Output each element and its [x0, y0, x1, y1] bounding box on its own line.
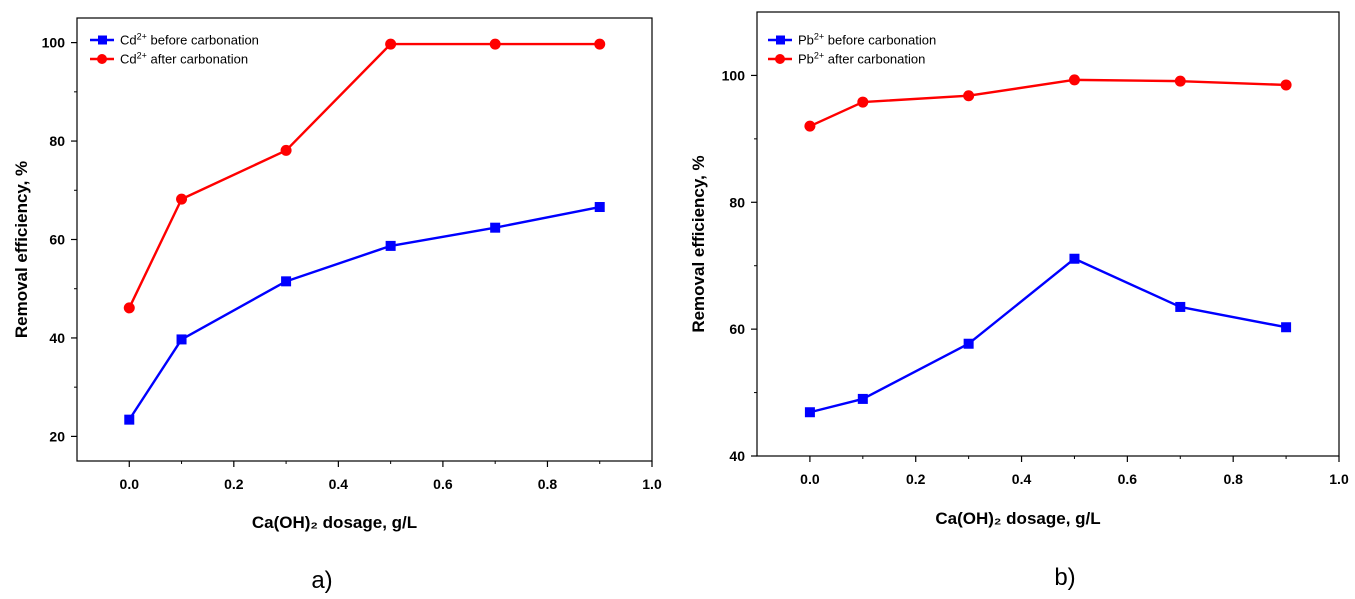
legend-entry: Cd2+ before carbonation: [120, 32, 259, 48]
data-point: [804, 120, 816, 132]
x-tick-label: 1.0: [642, 476, 662, 492]
x-tick-label: 0.0: [800, 471, 820, 487]
x-tick-label: 0.6: [433, 476, 453, 492]
legend-entry: Cd2+ after carbonation: [120, 51, 248, 67]
y-tick-label: 40: [49, 330, 65, 346]
legend-marker: [776, 35, 785, 45]
data-point: [594, 202, 605, 213]
data-point: [176, 334, 187, 345]
legend-entry: Pb2+ after carbonation: [798, 51, 925, 67]
data-point: [963, 90, 975, 102]
data-point: [490, 222, 501, 233]
series-line-before: [809, 257, 1287, 414]
data-point: [124, 414, 135, 425]
x-tick-label: 0.2: [224, 476, 244, 492]
legend-marker: [775, 54, 785, 64]
data-point: [489, 38, 501, 50]
x-tick-label: 0.2: [906, 471, 926, 487]
data-point: [1069, 253, 1080, 264]
data-point: [280, 144, 292, 156]
y-axis-title: Removal efficiency, %: [12, 161, 31, 338]
y-tick-label: 100: [42, 35, 66, 51]
x-axis-title: Ca(OH)₂ dosage, g/L: [935, 509, 1100, 528]
data-point: [1280, 79, 1292, 91]
y-tick-label: 60: [729, 321, 745, 337]
chart-panel-a: 0.0 0.2 0.4 0.6 0.8 1.0 20 40 60 80 100 Ca(OH)₂ dos…: [12, 17, 662, 594]
data-point: [594, 38, 606, 50]
legend-marker: [97, 54, 107, 64]
y-tick-label: 100: [722, 67, 746, 83]
series-line-before: [128, 205, 600, 421]
x-tick-label: 0.6: [1118, 471, 1138, 487]
data-point: [963, 338, 974, 349]
y-tick-label: 80: [49, 133, 65, 149]
data-point: [385, 38, 397, 50]
y-tick-label: 80: [729, 194, 745, 210]
data-point: [857, 393, 868, 404]
y-tick-label: 40: [729, 448, 745, 464]
data-point: [1174, 75, 1186, 87]
legend-entry: Pb2+ before carbonation: [798, 32, 936, 48]
data-point: [385, 240, 396, 251]
data-point: [1175, 301, 1186, 312]
data-point: [176, 193, 188, 205]
data-point: [123, 302, 135, 314]
x-tick-label: 1.0: [1329, 471, 1349, 487]
y-tick-label: 20: [49, 428, 65, 444]
data-point: [804, 407, 815, 418]
panel-label: a): [311, 567, 332, 594]
x-tick-label: 0.8: [538, 476, 558, 492]
chart-panel-b: 0.0 0.2 0.4 0.6 0.8 1.0 40 60 80 100 Ca(OH)₂ dosag…: [689, 11, 1349, 591]
legend-marker: [98, 35, 107, 45]
x-tick-label: 0.0: [120, 476, 140, 492]
series-line-after: [809, 78, 1287, 128]
panel-label: b): [1054, 564, 1075, 591]
x-tick-label: 0.8: [1223, 471, 1243, 487]
data-point: [281, 276, 292, 287]
x-axis-title: Ca(OH)₂ dosage, g/L: [252, 513, 417, 532]
y-tick-label: 60: [49, 232, 65, 248]
x-tick-label: 0.4: [1012, 471, 1032, 487]
y-axis-title: Removal efficiency, %: [689, 155, 708, 332]
data-point: [1068, 74, 1080, 86]
data-point: [857, 96, 869, 108]
data-point: [1281, 322, 1292, 333]
x-tick-label: 0.4: [329, 476, 349, 492]
series-line-after: [128, 42, 600, 309]
plot-frame: [756, 11, 1340, 457]
